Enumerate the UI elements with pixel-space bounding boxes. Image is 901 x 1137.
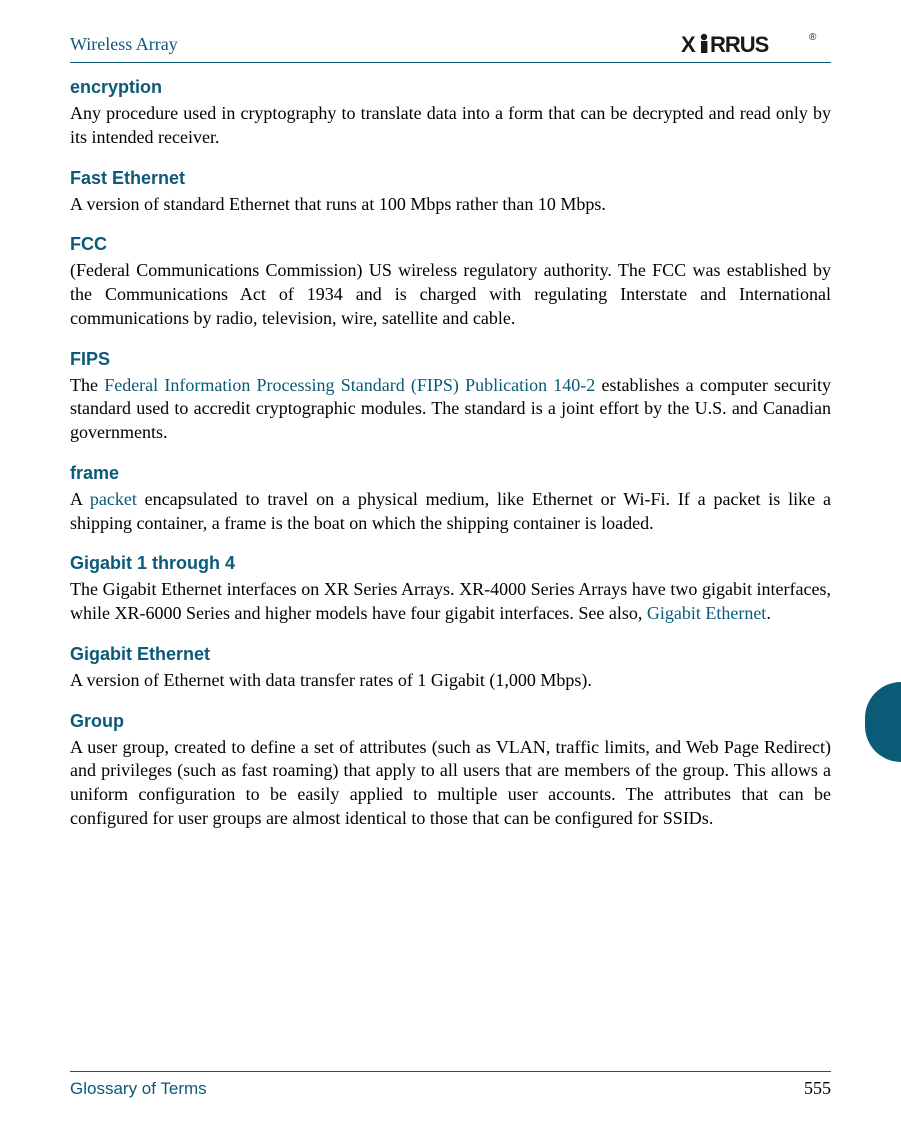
def-gigabit-1-4: The Gigabit Ethernet interfaces on XR Se… [70, 578, 831, 626]
svg-text:RRUS: RRUS [710, 32, 769, 57]
link-gigabit-ethernet[interactable]: Gigabit Ethernet [647, 603, 766, 623]
footer-rule [70, 1071, 831, 1072]
term-fips: FIPS [70, 349, 831, 370]
def-fips: The Federal Information Processing Stand… [70, 374, 831, 445]
xirrus-logo-icon: RRUS ® X RRUS ® [681, 31, 831, 57]
term-gigabit-1-4: Gigabit 1 through 4 [70, 553, 831, 574]
term-fcc: FCC [70, 234, 831, 255]
term-fast-ethernet: Fast Ethernet [70, 168, 831, 189]
def-fast-ethernet: A version of standard Ethernet that runs… [70, 193, 831, 217]
def-text: Any procedure used in cryptography to tr… [70, 103, 831, 147]
svg-text:®: ® [809, 32, 817, 43]
page-number: 555 [804, 1078, 831, 1099]
header-rule [70, 62, 831, 63]
def-text: A version of standard Ethernet that runs… [70, 194, 606, 214]
footer-section: Glossary of Terms [70, 1079, 207, 1099]
term-frame: frame [70, 463, 831, 484]
term-encryption: encryption [70, 77, 831, 98]
page-header: Wireless Array RRUS ® X [70, 28, 831, 60]
page-footer: Glossary of Terms 555 [70, 1071, 831, 1099]
def-text: A [70, 489, 90, 509]
def-text: The [70, 375, 104, 395]
link-fips-140-2[interactable]: Federal Information Processing Standard … [104, 375, 595, 395]
brand-logo: RRUS ® X RRUS ® [681, 31, 831, 57]
def-fcc: (Federal Communications Commission) US w… [70, 259, 831, 330]
def-encryption: Any procedure used in cryptography to tr… [70, 102, 831, 150]
def-gigabit-ethernet: A version of Ethernet with data transfer… [70, 669, 831, 693]
link-packet[interactable]: packet [90, 489, 137, 509]
def-text: A version of Ethernet with data transfer… [70, 670, 592, 690]
def-text: . [766, 603, 771, 623]
svg-text:X: X [681, 32, 696, 57]
def-text: (Federal Communications Commission) US w… [70, 260, 831, 328]
section-thumb-tab [865, 682, 901, 762]
def-group: A user group, created to define a set of… [70, 736, 831, 831]
glossary-content: encryption Any procedure used in cryptog… [70, 77, 831, 831]
def-text: A user group, created to define a set of… [70, 737, 831, 828]
term-gigabit-ethernet: Gigabit Ethernet [70, 644, 831, 665]
header-title: Wireless Array [70, 34, 178, 55]
term-group: Group [70, 711, 831, 732]
def-frame: A packet encapsulated to travel on a phy… [70, 488, 831, 536]
def-text: encapsulated to travel on a physical med… [70, 489, 831, 533]
